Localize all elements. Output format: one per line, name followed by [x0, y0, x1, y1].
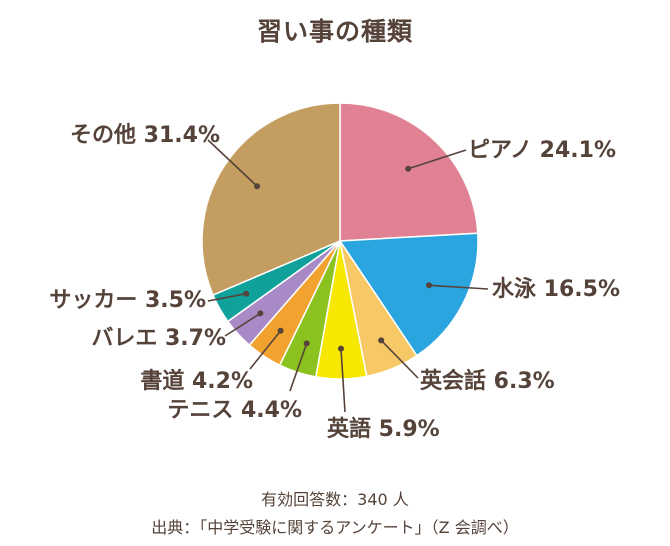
leader-line	[380, 339, 419, 379]
leader-line	[207, 139, 258, 187]
leader-dot	[243, 290, 250, 297]
pie-slice	[201, 102, 341, 296]
slice-label: ピアノ 24.1%	[468, 138, 616, 163]
leader-dot	[426, 282, 432, 289]
pie-slice	[338, 232, 479, 357]
leader-dot	[405, 165, 412, 172]
slice-label: 英語 5.9%	[327, 416, 440, 442]
source-note: 出典：「中学受験に関するアンケート」（Z 会調べ）	[151, 518, 519, 537]
leader-line	[289, 343, 308, 392]
leader-line	[224, 312, 261, 337]
leader-dot	[303, 340, 310, 347]
leader-line	[249, 330, 282, 370]
slices-layer	[201, 102, 479, 380]
slice-label: テニス 4.4%	[167, 398, 302, 423]
slice-label: 書道 4.2%	[140, 368, 253, 394]
pie-slice	[339, 102, 479, 242]
leader-dot	[277, 327, 284, 334]
leader-line	[207, 292, 247, 302]
slice-label: 英会話 6.3%	[420, 368, 555, 394]
slice-label: その他 31.4%	[70, 123, 220, 148]
leader-dot	[378, 337, 385, 344]
chart-title: 習い事の種類	[256, 17, 413, 46]
labels-layer: ピアノ 24.1% 水泳 16.5% 英会話 6.3% 英語 5.9% テニス 4.4%…	[49, 123, 620, 442]
leader-line	[340, 348, 346, 413]
slice-label: 水泳 16.5%	[492, 277, 620, 302]
leader-line	[428, 284, 489, 290]
leader-line	[407, 149, 467, 170]
slice-label: サッカー 3.5%	[49, 288, 206, 313]
respondents-note: 有効回答数：340 人	[261, 490, 409, 509]
leader-dot	[338, 345, 344, 352]
leader-dot	[254, 183, 261, 190]
leader-dot	[257, 310, 264, 317]
slice-label: バレエ 3.7%	[91, 326, 226, 351]
